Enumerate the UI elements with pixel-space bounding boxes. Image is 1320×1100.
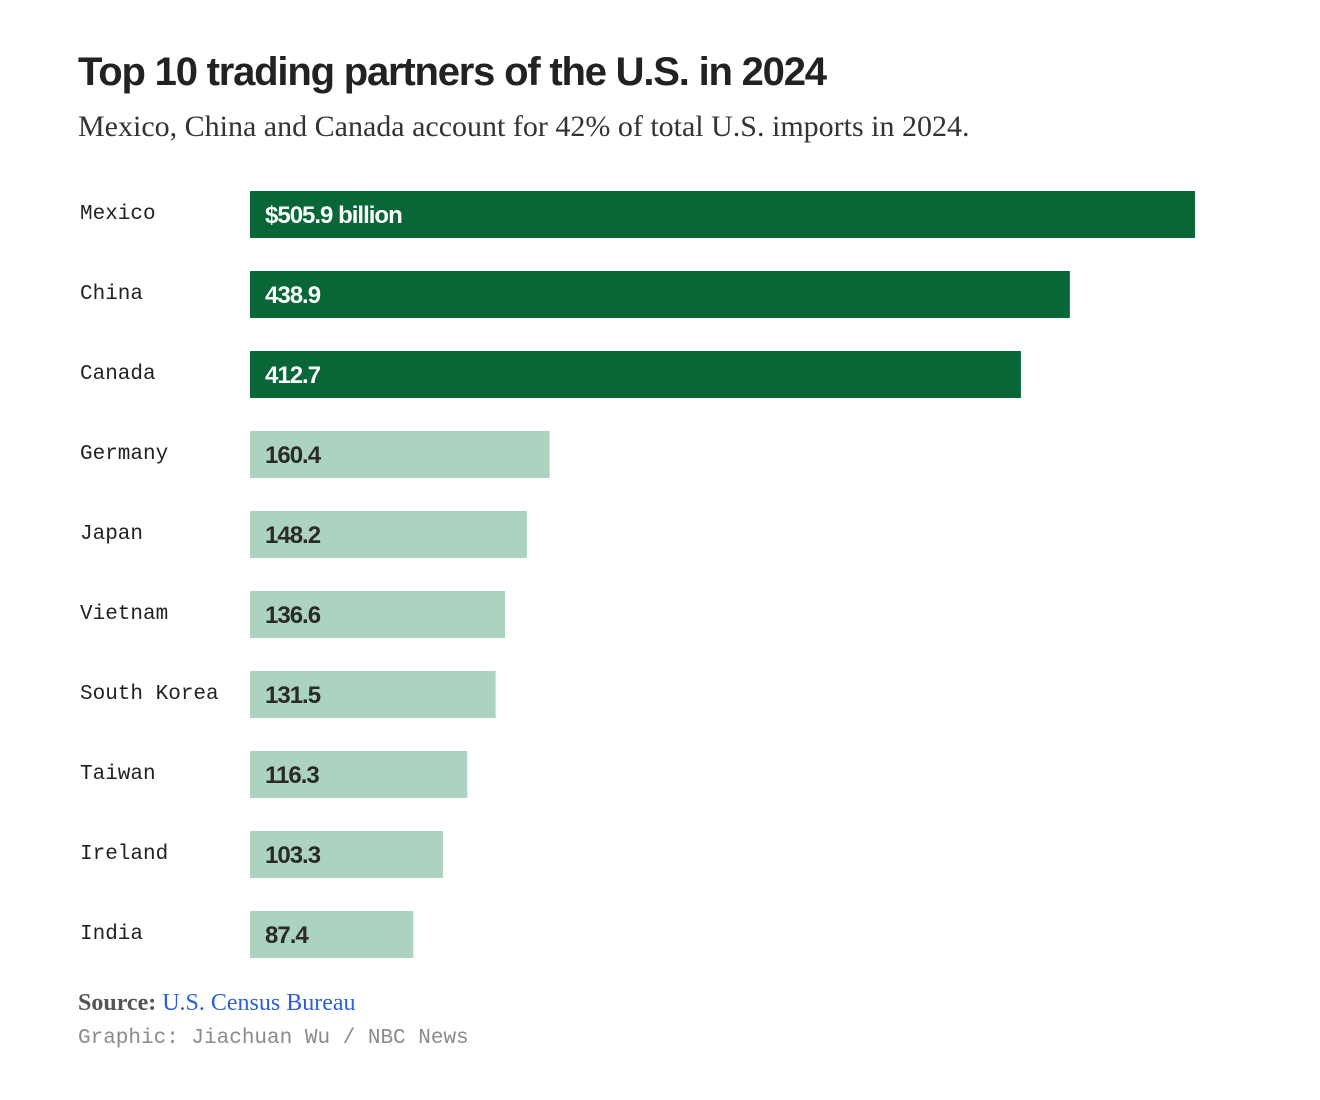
category-label-india: India <box>80 923 143 946</box>
value-label-germany: 160.4 <box>265 442 322 469</box>
bar-japan <box>250 511 527 558</box>
bar-mexico <box>250 191 1195 238</box>
value-label-vietnam: 136.6 <box>265 602 321 629</box>
source-line: Source: U.S. Census Bureau <box>78 990 356 1017</box>
bar-taiwan <box>250 751 468 798</box>
category-label-germany: Germany <box>80 443 168 466</box>
value-label-japan: 148.2 <box>265 522 321 549</box>
source-link[interactable]: U.S. Census Bureau <box>162 990 356 1016</box>
category-label-south-korea: South Korea <box>80 683 219 706</box>
bar-canada <box>250 351 1021 398</box>
value-label-canada: 412.7 <box>265 362 321 389</box>
value-label-china: 438.9 <box>265 282 321 309</box>
value-label-ireland: 103.3 <box>265 842 321 869</box>
value-label-taiwan: 116.3 <box>265 762 319 789</box>
category-label-japan: Japan <box>80 523 143 546</box>
bar-germany <box>250 431 550 478</box>
bar-south-korea <box>250 671 496 718</box>
bar-ireland <box>250 831 443 878</box>
category-label-taiwan: Taiwan <box>80 763 156 786</box>
chart-subtitle: Mexico, China and Canada account for 42%… <box>78 110 970 143</box>
category-label-ireland: Ireland <box>80 843 168 866</box>
value-label-india: 87.4 <box>265 922 309 949</box>
category-label-china: China <box>80 283 143 306</box>
bar-vietnam <box>250 591 506 638</box>
category-label-mexico: Mexico <box>80 203 156 226</box>
bar-china <box>250 271 1070 318</box>
value-label-south-korea: 131.5 <box>265 682 321 709</box>
graphic-credit: Graphic: Jiachuan Wu / NBC News <box>78 1027 469 1050</box>
value-label-mexico: $505.9 billion <box>265 202 402 229</box>
chart-title: Top 10 trading partners of the U.S. in 2… <box>78 50 827 94</box>
category-label-canada: Canada <box>80 363 156 386</box>
source-label: Source: <box>78 990 157 1016</box>
category-label-vietnam: Vietnam <box>80 603 168 626</box>
bar-india <box>250 911 414 958</box>
